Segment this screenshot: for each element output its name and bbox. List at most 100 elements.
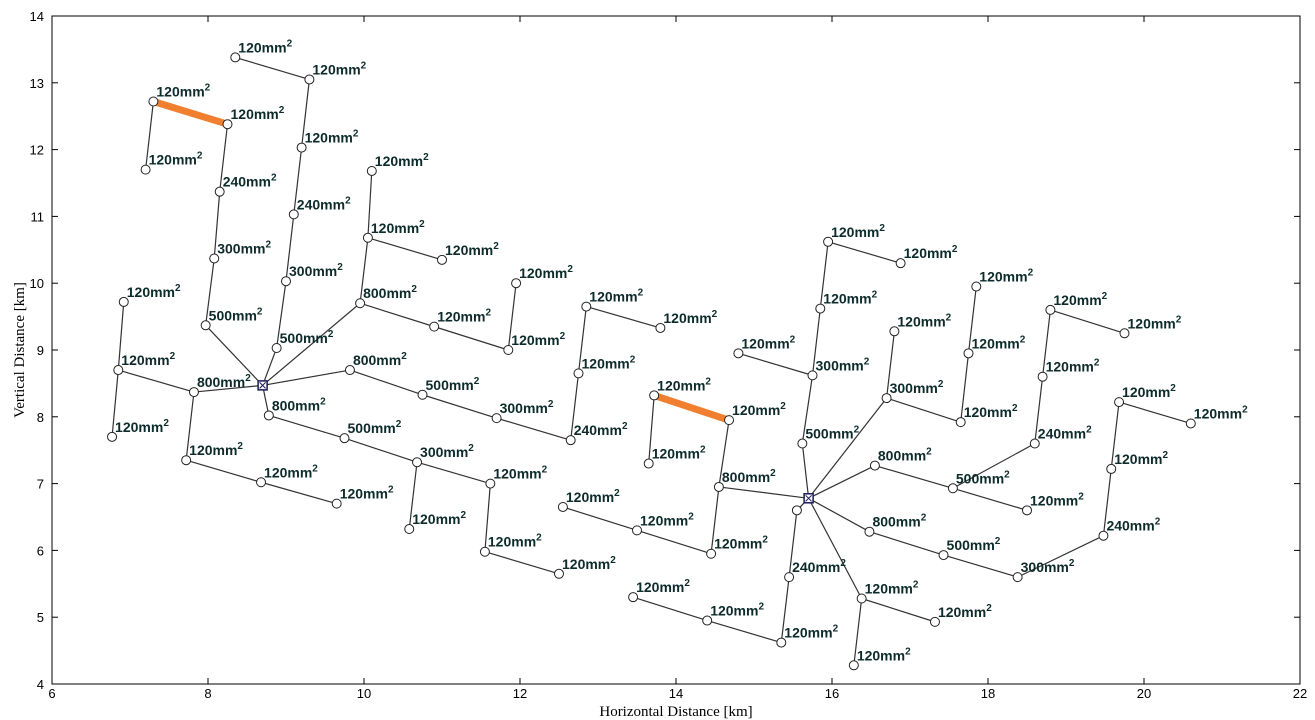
node-label: 120mm2 bbox=[115, 418, 169, 435]
cable-edge bbox=[219, 124, 229, 192]
substation-cross bbox=[259, 382, 266, 389]
cable-edge bbox=[886, 331, 895, 399]
node-marker bbox=[491, 413, 502, 424]
node-label: 120mm2 bbox=[305, 129, 359, 146]
cable-edge bbox=[819, 241, 829, 309]
x-tick-label: 10 bbox=[357, 686, 371, 701]
node-label: 240mm2 bbox=[574, 421, 628, 438]
node-marker bbox=[429, 321, 440, 332]
cable-edge bbox=[1034, 376, 1044, 444]
node-label: 120mm2 bbox=[714, 535, 768, 552]
node-marker bbox=[632, 525, 642, 536]
cable-edge bbox=[408, 462, 418, 530]
y-tick-label: 5 bbox=[37, 610, 44, 625]
cable-edge bbox=[869, 531, 944, 556]
cable-edge bbox=[260, 481, 337, 505]
cable-edge bbox=[268, 414, 345, 439]
cable-edge bbox=[193, 384, 263, 393]
node-label: 120mm2 bbox=[652, 445, 706, 462]
node-marker bbox=[366, 165, 377, 176]
node-marker bbox=[271, 342, 282, 353]
node-marker bbox=[881, 393, 892, 404]
node-label: 300mm2 bbox=[1021, 558, 1075, 575]
node-label: 800mm2 bbox=[197, 373, 251, 390]
x-tick-label: 22 bbox=[1293, 686, 1307, 701]
y-tick-label: 11 bbox=[31, 209, 45, 224]
node-label: 120mm2 bbox=[445, 241, 499, 258]
y-tick-label: 4 bbox=[37, 677, 44, 692]
node-label: 500mm2 bbox=[956, 469, 1010, 486]
node-marker bbox=[214, 186, 225, 197]
cable-edge bbox=[484, 551, 560, 575]
node-marker bbox=[815, 303, 826, 314]
node-label: 120mm2 bbox=[857, 646, 911, 663]
node-marker bbox=[797, 438, 808, 449]
node-marker bbox=[200, 320, 211, 331]
node-marker bbox=[1114, 397, 1125, 408]
node-label: 120mm2 bbox=[823, 290, 877, 307]
node-marker bbox=[554, 568, 564, 579]
node-marker bbox=[955, 417, 966, 428]
x-tick-label: 12 bbox=[513, 686, 527, 701]
node-label: 120mm2 bbox=[784, 624, 838, 641]
node-label: 120mm2 bbox=[1194, 404, 1248, 421]
node-label: 800mm2 bbox=[878, 447, 932, 464]
y-tick-label: 12 bbox=[30, 143, 44, 158]
node-marker bbox=[823, 236, 834, 247]
cable-edge bbox=[484, 483, 491, 552]
node-marker bbox=[938, 550, 949, 561]
node-marker bbox=[511, 278, 522, 289]
y-tick-label: 10 bbox=[30, 276, 44, 291]
node-marker bbox=[856, 593, 867, 604]
y-tick-label: 9 bbox=[37, 343, 44, 358]
y-tick-label: 7 bbox=[37, 477, 44, 492]
node-marker bbox=[565, 435, 576, 446]
node-label: 120mm2 bbox=[663, 309, 717, 326]
cable-edge bbox=[185, 459, 262, 483]
node-label: 120mm2 bbox=[493, 465, 547, 482]
node-label: 120mm2 bbox=[264, 463, 318, 480]
cable-edge bbox=[359, 302, 435, 328]
cable-edge bbox=[1110, 402, 1120, 469]
node-label: 240mm2 bbox=[297, 195, 351, 212]
node-label: 800mm2 bbox=[872, 513, 926, 530]
node-marker bbox=[702, 615, 713, 626]
node-marker bbox=[706, 548, 717, 559]
node-marker bbox=[140, 164, 151, 175]
cable-edge bbox=[960, 353, 970, 423]
cable-edge bbox=[853, 598, 863, 666]
node-marker bbox=[404, 524, 415, 535]
node-marker bbox=[807, 370, 818, 381]
cable-edge bbox=[586, 306, 661, 329]
node-marker bbox=[947, 483, 958, 494]
cable-edge bbox=[811, 308, 821, 376]
node-marker bbox=[929, 616, 940, 627]
node-label: 120mm2 bbox=[149, 151, 203, 168]
node-label: 120mm2 bbox=[938, 603, 992, 620]
cable-edge bbox=[262, 369, 351, 386]
node-marker bbox=[1185, 418, 1196, 429]
node-label: 500mm2 bbox=[805, 425, 859, 442]
node-marker bbox=[344, 365, 355, 376]
cable-edge bbox=[349, 369, 423, 396]
y-tick-label: 13 bbox=[30, 76, 44, 91]
cable-edge bbox=[205, 324, 264, 386]
node-label: 500mm2 bbox=[209, 306, 263, 323]
cable-edge bbox=[648, 395, 655, 464]
node-label: 120mm2 bbox=[831, 223, 885, 240]
y-tick-label: 6 bbox=[37, 543, 44, 558]
node-label: 120mm2 bbox=[371, 219, 425, 236]
cable-edge bbox=[886, 397, 961, 423]
cable-edge bbox=[262, 347, 278, 386]
node-marker bbox=[355, 298, 366, 309]
node-label: 800mm2 bbox=[363, 284, 417, 301]
x-tick-label: 16 bbox=[825, 686, 839, 701]
cable-edge bbox=[952, 487, 1028, 511]
cable-edge bbox=[118, 369, 195, 393]
x-tick-label: 20 bbox=[1137, 686, 1151, 701]
cable-edge bbox=[276, 281, 287, 349]
node-label: 120mm2 bbox=[636, 578, 690, 595]
plot-frame bbox=[51, 15, 1301, 685]
cable-edge bbox=[262, 302, 361, 386]
cable-edge bbox=[117, 301, 125, 371]
